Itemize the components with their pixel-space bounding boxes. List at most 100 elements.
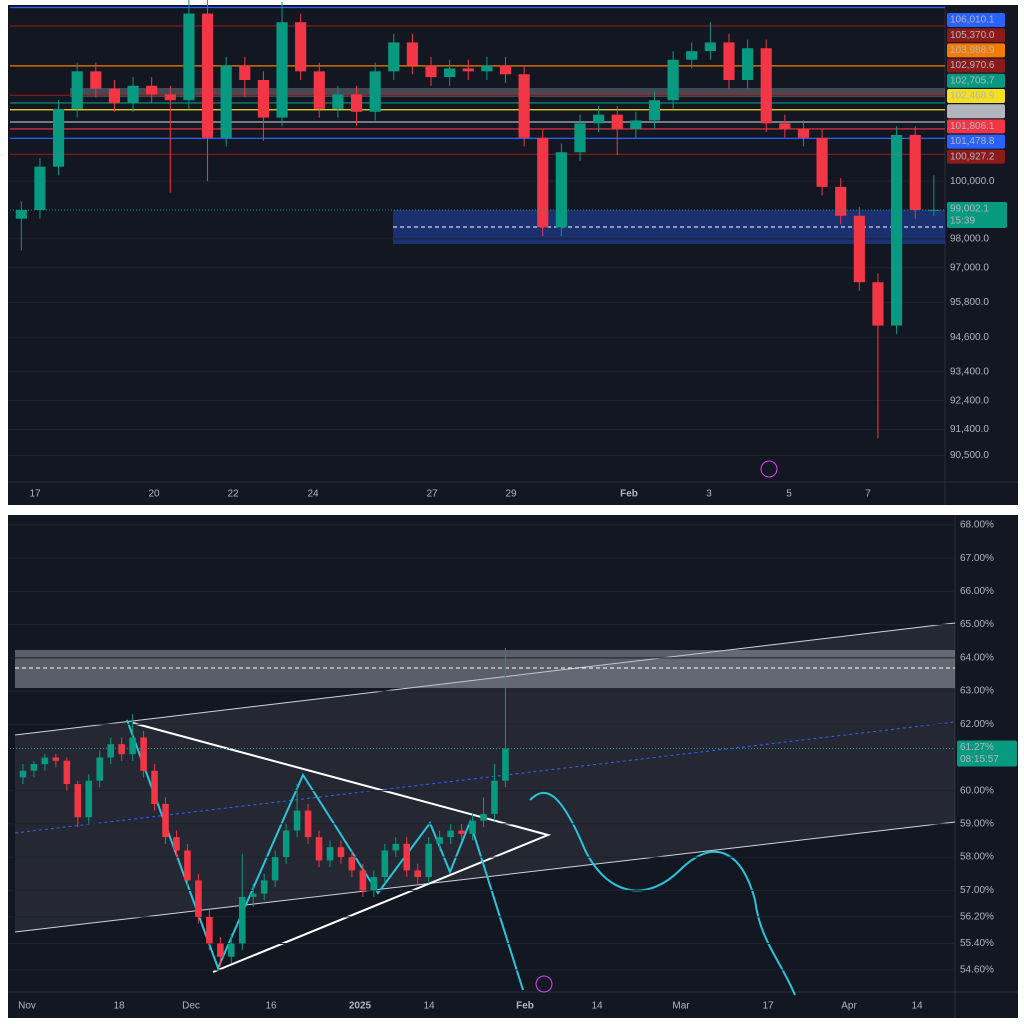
price-tag-label: 106,010.1 [950,15,995,26]
candle-body [107,744,114,758]
candle-body [282,830,290,858]
candle-body [164,94,176,101]
y-tick-label: 92,400.0 [950,395,989,406]
price-tag [947,58,1005,73]
candle-body [239,65,251,80]
channel-top [14,622,956,736]
y-tick-label: 56.20% [960,912,994,923]
candle-body [52,108,65,167]
current-price-label: 99,002.1 [950,204,989,215]
x-tick-label: 5 [786,489,792,500]
price-tag-label: 101,806.1 [950,121,995,132]
candle-body [359,870,367,891]
candle-body [797,129,810,138]
candle-body [295,22,307,72]
y-tick-label: 65.00% [960,619,994,630]
price-tag-label: 100,927.2 [950,151,995,162]
y-tick-label: 54.60% [960,965,994,976]
candle-body [140,737,147,771]
candle-body [313,71,325,109]
candle-body [667,59,679,101]
price-tag [947,119,1005,134]
x-tick-label: 20 [148,489,160,500]
candle-body [206,916,213,944]
price-tag-label: 105,370.0 [950,30,995,41]
candle-body [326,847,334,861]
y-tick-label: 63.00% [960,686,994,697]
candle-body [85,780,93,818]
candle-body [19,770,27,778]
candle-body [118,744,125,755]
event-icon [760,460,778,478]
current-price-tag [957,740,1017,767]
x-tick-label: Nov [18,1001,36,1012]
price-tag-label: 102,046.6 [950,106,995,117]
candle-body [337,847,345,858]
candle-body [648,100,661,121]
candle-body [238,896,246,944]
candle-body [195,880,202,917]
candle-body [853,215,865,283]
price-tag [947,13,1005,27]
y-tick-label: 91,400.0 [950,424,989,435]
price-tag [947,134,1005,149]
candle-body [304,810,312,838]
candle-body [146,85,158,95]
candle-body [611,114,623,130]
candle-body [425,65,437,78]
candle-body [151,770,158,804]
current-price-tag [947,201,1007,228]
candle-body [30,764,38,771]
y-tick-label: 66.00% [960,586,994,597]
candle-body [414,870,421,878]
candle-body [15,210,27,219]
candle-body [742,48,754,80]
candle-body [760,48,772,124]
x-tick-label: 27 [426,489,438,500]
price-tag-label: 101,478.8 [950,136,995,147]
price-tag-label: 102,468.9 [950,91,995,102]
candle-body [108,88,121,104]
y-tick-label: 59.00% [960,819,994,830]
candle-body [816,137,828,187]
y-tick-label: 55.40% [960,938,994,949]
candle-body [447,830,454,838]
price-tag [947,28,1005,43]
x-tick-label: 7 [865,489,871,500]
y-tick-label: 64.00% [960,652,994,663]
x-tick-label: 14 [591,1001,603,1012]
candle-body [271,857,279,881]
candle-body [184,850,191,881]
price-tag [947,73,1005,88]
candle-body [381,850,389,878]
candle-body [249,893,257,897]
candle-body [220,65,232,138]
bottom-pane [8,515,1018,1018]
current-price-label: 61.27% [960,742,994,753]
candle-body [444,68,456,78]
y-tick-label: 97,000.0 [950,262,989,273]
candle-body [201,13,214,138]
y-tick-label: 60.00% [960,785,994,796]
candle-body [574,123,586,153]
candle-body [276,22,288,118]
y-tick-label: 68.00% [960,520,994,531]
price-tag-label: 102,970.6 [950,60,995,71]
projection [529,791,796,996]
x-tick-label: 22 [227,489,239,500]
candle-body [502,748,509,781]
candle-body [388,42,400,72]
candle-body [462,68,474,72]
candle-body [686,51,698,60]
candle-body [370,877,378,891]
candle-body [71,71,83,109]
candle-body [630,120,642,130]
x-tick-label: 18 [113,1001,125,1012]
candle-body [293,810,301,831]
price-tag [947,104,1005,119]
price-tag [947,43,1005,58]
x-tick-label: Feb [620,489,638,500]
price-tag [947,89,1005,103]
triangle [132,722,552,973]
candle-body [835,186,847,216]
